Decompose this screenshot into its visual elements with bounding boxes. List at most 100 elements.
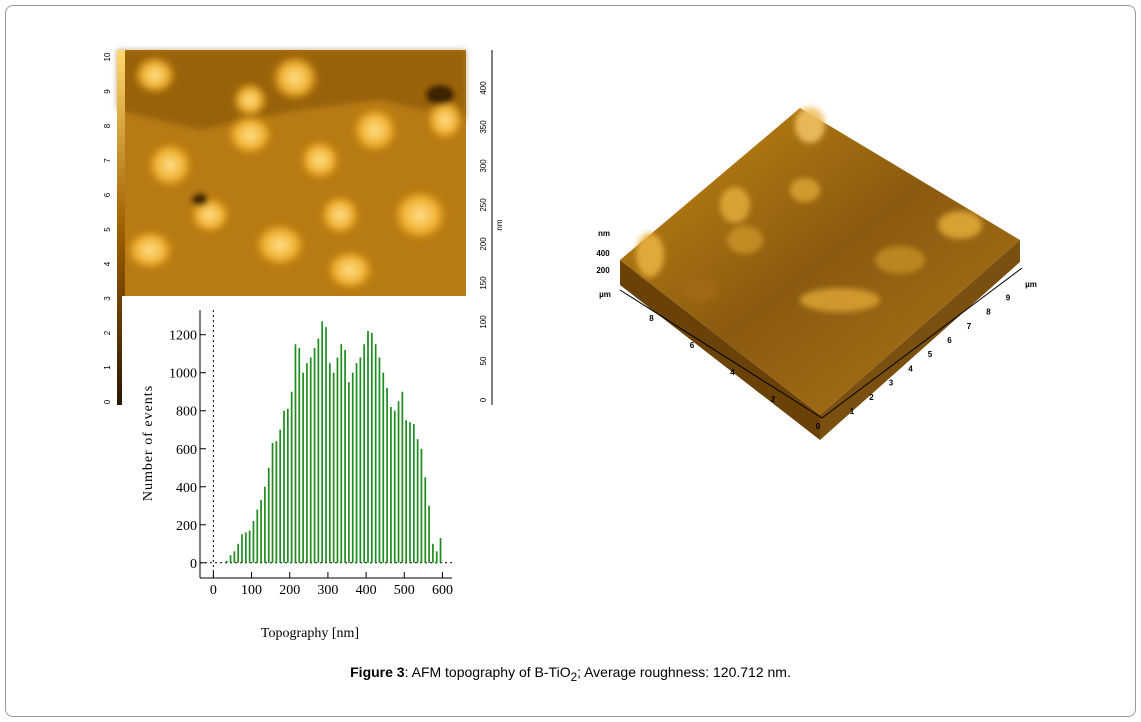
right-axis-tick: 3 xyxy=(889,379,894,388)
bar xyxy=(336,357,339,563)
histogram-panel xyxy=(122,296,472,656)
right-axis-tick: 9 xyxy=(1006,293,1011,302)
left-axis-tick: 8 xyxy=(649,314,654,323)
afm-axis-tick: 0 xyxy=(103,399,112,404)
bar xyxy=(233,551,236,563)
y-tick-label: 600 xyxy=(176,443,197,458)
bar xyxy=(332,372,335,563)
bar xyxy=(363,344,366,563)
x-tick-label: 0 xyxy=(210,583,217,598)
bar xyxy=(328,363,331,563)
bar xyxy=(405,420,408,563)
bar xyxy=(286,408,289,563)
right-axis-tick: 2 xyxy=(869,393,874,402)
x-tick-label: 400 xyxy=(356,583,377,598)
bar xyxy=(317,338,320,563)
bar xyxy=(412,424,415,563)
bar xyxy=(348,382,350,563)
bar xyxy=(321,321,324,563)
afm-axis-tick: 10 xyxy=(103,52,112,61)
bar xyxy=(355,363,358,563)
y-tick-label: 200 xyxy=(176,519,197,534)
caption-label: Figure 3 xyxy=(350,664,405,680)
bar xyxy=(374,344,377,563)
bar xyxy=(370,332,373,563)
bar xyxy=(275,441,278,563)
z-base-unit: µm xyxy=(599,290,611,299)
bar xyxy=(390,406,392,563)
colorbar-tick: 350 xyxy=(479,120,488,134)
bar xyxy=(283,410,285,563)
bar xyxy=(340,344,343,563)
bar xyxy=(401,391,404,563)
bar xyxy=(248,530,251,563)
bar xyxy=(420,448,423,563)
afm-axis-tick: 3 xyxy=(103,296,112,301)
left-axis-tick: 2 xyxy=(771,395,776,404)
caption-subscript: 2 xyxy=(570,670,578,684)
colorbar-tick: 400 xyxy=(479,81,488,95)
bar xyxy=(367,330,369,563)
bar xyxy=(225,560,228,563)
afm-axis-tick: 1 xyxy=(103,365,112,370)
bar xyxy=(260,500,262,563)
colorbar-tick: 150 xyxy=(479,276,488,290)
afm-axis-tick: 5 xyxy=(103,227,112,232)
caption-text: ; Average roughness: 120.712 nm. xyxy=(577,664,791,680)
bar xyxy=(351,372,354,563)
y-tick-label: 800 xyxy=(176,405,197,420)
bar xyxy=(290,391,293,563)
x-tick-label: 500 xyxy=(394,583,415,598)
y-tick-label: 1000 xyxy=(169,367,197,382)
figure-frame xyxy=(5,5,1136,717)
bar xyxy=(294,344,297,563)
left-axis-tick: 6 xyxy=(690,341,695,350)
left-axis-tick: 4 xyxy=(730,368,735,377)
right-axis-tick: 6 xyxy=(947,336,952,345)
bar xyxy=(309,357,312,563)
right-axis-tick: 0 xyxy=(816,422,821,431)
bar xyxy=(271,443,274,563)
colorbar-tick: 300 xyxy=(479,159,488,173)
bar xyxy=(279,429,282,563)
colorbar-tick: 50 xyxy=(479,356,488,365)
right-axis-tick: 5 xyxy=(928,350,933,359)
x-tick-label: 300 xyxy=(317,583,338,598)
bar xyxy=(267,467,270,563)
colorbar-unit: nm xyxy=(495,219,504,230)
bar xyxy=(393,410,396,563)
x-tick-label: 200 xyxy=(279,583,300,598)
bar xyxy=(325,327,327,563)
bar xyxy=(424,477,427,563)
z-tick: 400 xyxy=(596,249,610,258)
bar xyxy=(359,357,362,563)
bar xyxy=(241,534,243,563)
bar xyxy=(306,363,308,563)
bar xyxy=(344,349,346,563)
colorbar-tick: 0 xyxy=(479,397,488,402)
bar xyxy=(264,486,266,563)
afm-grains xyxy=(117,50,466,292)
right-axis-unit: µm xyxy=(1025,280,1037,289)
right-axis-tick: 4 xyxy=(908,364,913,373)
z-unit: nm xyxy=(598,229,610,238)
surface-3d xyxy=(619,107,1023,440)
colorbar-tick: 250 xyxy=(479,198,488,212)
z-tick: 200 xyxy=(596,266,610,275)
colorbar-tick: 200 xyxy=(479,237,488,251)
bar xyxy=(252,520,255,563)
bar xyxy=(397,401,400,563)
bar xyxy=(229,555,232,563)
afm-axis-tick: 4 xyxy=(103,261,112,266)
bar xyxy=(428,505,430,563)
caption-text: : AFM topography of B-TiO xyxy=(404,664,571,680)
colorbar xyxy=(117,50,125,405)
y-axis-label: Number of events xyxy=(141,385,156,501)
bar xyxy=(302,372,304,563)
bar xyxy=(237,543,240,563)
bar xyxy=(435,551,438,563)
bar xyxy=(313,348,316,563)
x-tick-label: 600 xyxy=(432,583,453,598)
colorbar-tick: 100 xyxy=(479,315,488,329)
